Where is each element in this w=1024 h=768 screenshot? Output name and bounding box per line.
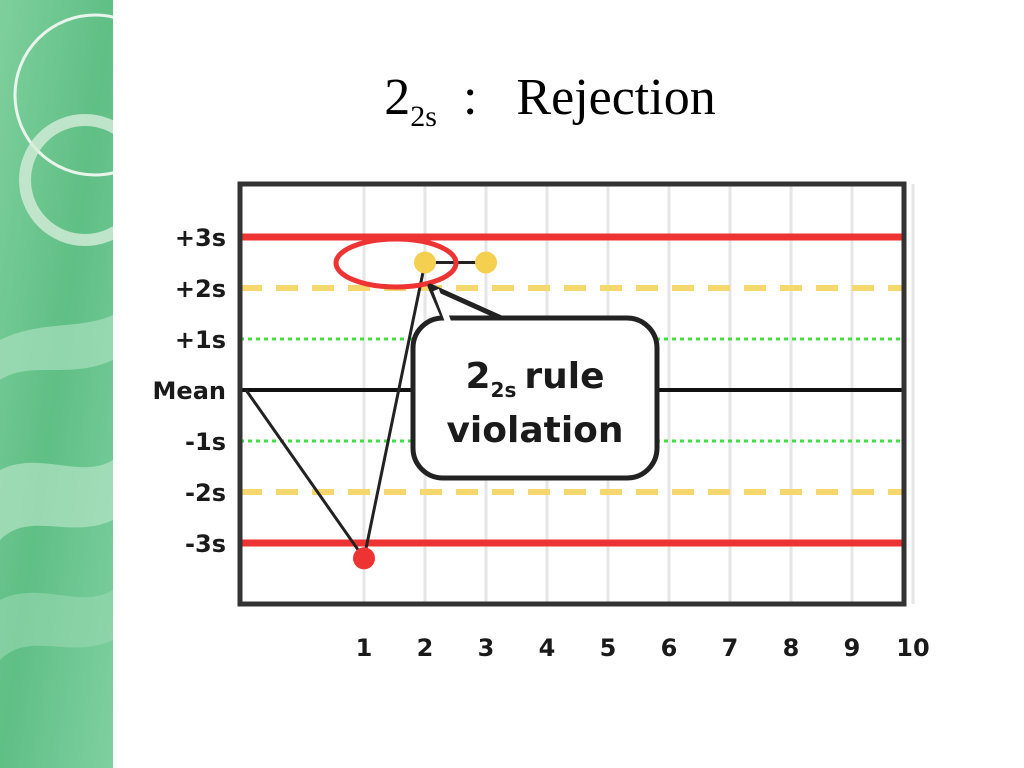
slide-sidebar-decoration	[0, 0, 113, 768]
data-point-warning	[475, 251, 497, 274]
slide-title: 22s : Rejection	[0, 68, 1024, 132]
y-tick-label: -1s	[185, 428, 226, 456]
sidebar-wave-2	[0, 460, 113, 540]
y-tick-label: +3s	[175, 224, 226, 252]
x-tick-label: 4	[539, 634, 556, 662]
sidebar-ring-thick	[19, 114, 113, 246]
callout-sub: 2s	[491, 378, 517, 402]
x-tick-label: 3	[478, 634, 495, 662]
callout: 22s rule violation	[410, 283, 660, 481]
y-tick-label: -3s	[185, 530, 226, 558]
sidebar-ring-large	[13, 13, 113, 177]
series-segment	[362, 262, 427, 559]
x-tick-label: 5	[600, 634, 617, 662]
series-segment	[244, 389, 366, 560]
y-tick-label: +1s	[175, 326, 226, 354]
callout-box	[410, 315, 660, 481]
callout-line1: 22s rule	[465, 356, 604, 402]
title-subscript: 2s	[410, 100, 437, 133]
x-tick-label: 10	[896, 634, 929, 662]
x-axis-labels: 1 2 3 4 5 6 7 8 9 10	[356, 634, 930, 662]
plot-frame	[237, 181, 907, 607]
y-axis-labels: +3s +2s +1s Mean -1s -2s -3s	[153, 224, 226, 558]
x-tick-label: 2	[417, 634, 434, 662]
callout-num: 2	[465, 356, 490, 397]
callout-line2: violation	[446, 410, 623, 451]
data-point-rejected	[353, 547, 375, 570]
x-tick-label: 1	[356, 634, 373, 662]
y-tick-label: +2s	[175, 275, 226, 303]
violation-highlight-ellipse	[333, 236, 459, 290]
sidebar-wave-3	[0, 590, 113, 660]
y-tick-label: Mean	[153, 377, 226, 405]
sidebar-wave-1	[0, 315, 113, 380]
x-tick-label: 7	[722, 634, 739, 662]
callout-pointer-joint	[433, 288, 501, 336]
x-tick-label: 9	[844, 634, 861, 662]
callout-rule: rule	[524, 356, 604, 397]
data-point-warning	[414, 251, 436, 274]
x-tick-label: 8	[783, 634, 800, 662]
title-main: 2	[384, 69, 411, 126]
x-tick-label: 6	[661, 634, 678, 662]
y-tick-label: -2s	[185, 479, 226, 507]
title-rest: : Rejection	[436, 69, 716, 126]
sidebar-art	[0, 0, 113, 768]
data-series	[244, 251, 497, 570]
